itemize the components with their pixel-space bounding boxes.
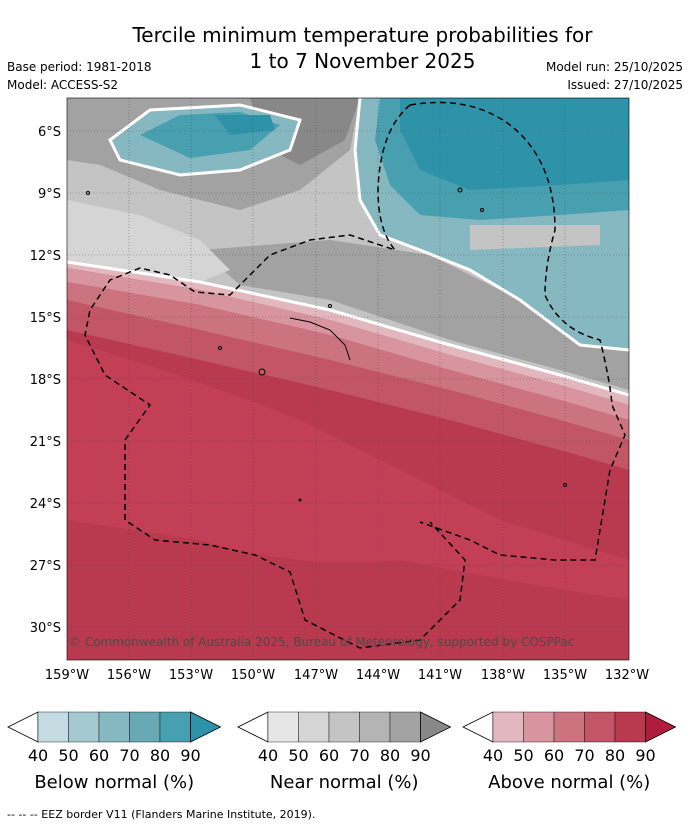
colorbar-tick-label: 60: [89, 746, 109, 765]
colorbar-tick-label: 60: [544, 746, 564, 765]
map-frame: [66, 97, 630, 661]
colorbar-tick-label: 90: [635, 746, 655, 765]
lat-label: 21°S: [30, 435, 61, 450]
colorbar-tick-label: 80: [605, 746, 625, 765]
lon-label: 150°W: [231, 668, 275, 683]
colorbar-segment: [523, 711, 555, 743]
near-normal-80-band: [200, 240, 629, 390]
lon-label: 132°W: [605, 668, 649, 683]
eez-footnote: -- -- -- EEZ border V11 (Flanders Marine…: [7, 808, 316, 821]
colorbar-segment: [68, 711, 100, 743]
contour-above-normal-boundary: [67, 260, 629, 397]
colorbar-segment: [492, 711, 524, 743]
copyright-notice: © Commonwealth of Australia 2025, Bureau…: [69, 635, 574, 649]
colorbar-extension-high: [645, 711, 677, 743]
lon-label: 138°W: [481, 668, 525, 683]
eez-border-cook-islands: [84, 104, 466, 649]
above-normal-50-band: [67, 268, 629, 420]
graticule: [67, 98, 629, 660]
below-normal-90-area: [400, 98, 629, 190]
islands: [86, 187, 567, 502]
lat-label: 27°S: [30, 559, 61, 574]
near-normal-50-area: [67, 200, 230, 282]
colorbar-tick-label: 40: [258, 746, 278, 765]
colorbar-segment: [129, 711, 161, 743]
longitude-axis: 159°W 156°W 153°W 150°W 147°W 144°W 141°…: [45, 668, 649, 683]
lat-label: 24°S: [30, 497, 61, 512]
colorbar-tick-label: 70: [119, 746, 139, 765]
lat-label: 15°S: [30, 311, 61, 326]
legend-near-normal: 40 50 60 70 80 90 Near normal (%): [237, 711, 452, 793]
colorbar-extension-low: [462, 711, 494, 743]
above-normal-70-band: [67, 300, 629, 470]
near-normal-pocket: [470, 225, 600, 250]
eez-border-french-polynesia: [409, 101, 626, 561]
colorbar-segment: [159, 711, 191, 743]
map-title: Tercile minimum temperature probabilitie…: [0, 22, 690, 74]
title-line-2: 1 to 7 November 2025: [249, 49, 476, 73]
colorbar-segment: [328, 711, 360, 743]
contour-nw-below-normal: [108, 103, 302, 177]
base-period-label: Base period: 1981-2018: [7, 60, 152, 74]
colorbar-tick-label: 70: [349, 746, 369, 765]
colorbar-extension-high: [190, 711, 222, 743]
legend-above-normal: 40 50 60 70 80 90 Above normal (%): [462, 711, 677, 793]
colorbar-title: Below normal (%): [34, 772, 194, 793]
lon-label: 159°W: [45, 668, 89, 683]
lon-label: 147°W: [294, 668, 338, 683]
colorbar-segment: [37, 711, 69, 743]
latitude-axis: 6°S 9°S 12°S 15°S 18°S 21°S 24°S 27°S 30…: [30, 125, 61, 636]
colorbar-segment: [267, 711, 299, 743]
lat-label: 6°S: [38, 125, 61, 140]
colorbar-tick-label: 60: [319, 746, 339, 765]
colorbar-extension-low: [7, 711, 39, 743]
model-run-label: Model run: 25/10/2025: [545, 60, 683, 74]
colorbar-extension-low: [237, 711, 269, 743]
issued-label: Issued: 27/10/2025: [567, 78, 683, 92]
lon-label: 141°W: [418, 668, 462, 683]
colorbar-title: Above normal (%): [488, 772, 650, 793]
colorbar-segment: [614, 711, 646, 743]
colorbar-tick-label: 50: [513, 746, 533, 765]
colorbar-segment: [389, 711, 421, 743]
colorbar-tick-label: 40: [483, 746, 503, 765]
title-line-1: Tercile minimum temperature probabilitie…: [132, 23, 593, 47]
colorbar-tick-label: 50: [58, 746, 78, 765]
colorbar-segment: [359, 711, 391, 743]
eez-borders: [84, 101, 626, 649]
lon-label: 135°W: [543, 668, 587, 683]
lat-label: 12°S: [30, 249, 61, 264]
forecast-map-figure: © Commonwealth of Australia 2025, Bureau…: [7, 97, 677, 793]
above-normal-40-band: [67, 262, 629, 405]
colorbar-extension-high: [420, 711, 452, 743]
lon-label: 153°W: [169, 668, 213, 683]
lat-label: 30°S: [30, 621, 61, 636]
colorbar-tick-label: 40: [28, 746, 48, 765]
colorbar-segment: [584, 711, 616, 743]
colorbar-tick-label: 90: [410, 746, 430, 765]
lon-label: 156°W: [107, 668, 151, 683]
meta-right: Model run: 25/10/2025 Issued: 27/10/2025: [546, 58, 683, 94]
meta-left: Base period: 1981-2018 Model: ACCESS-S2: [7, 58, 152, 94]
legend-below-normal: 40 50 60 70 80 90 Below normal (%): [7, 711, 222, 793]
below-normal-nw-90-patch: [215, 115, 275, 135]
colorbar-segment: [553, 711, 585, 743]
model-label: Model: ACCESS-S2: [7, 78, 119, 92]
colorbar-tick-label: 50: [288, 746, 308, 765]
colorbar-tick-label: 80: [380, 746, 400, 765]
lat-label: 18°S: [30, 373, 61, 388]
above-normal-60-band: [67, 282, 629, 440]
colorbar-segment: [98, 711, 130, 743]
colorbar-title: Near normal (%): [270, 772, 419, 793]
above-normal-80-band: [67, 340, 629, 600]
colorbar-segment: [298, 711, 330, 743]
lat-label: 9°S: [38, 187, 61, 202]
contour-ne-below-normal: [353, 98, 629, 352]
colorbar-tick-label: 70: [574, 746, 594, 765]
lon-label: 144°W: [356, 668, 400, 683]
probability-field: [67, 98, 629, 660]
colorbar-tick-label: 80: [150, 746, 170, 765]
colorbar-tick-label: 90: [180, 746, 200, 765]
